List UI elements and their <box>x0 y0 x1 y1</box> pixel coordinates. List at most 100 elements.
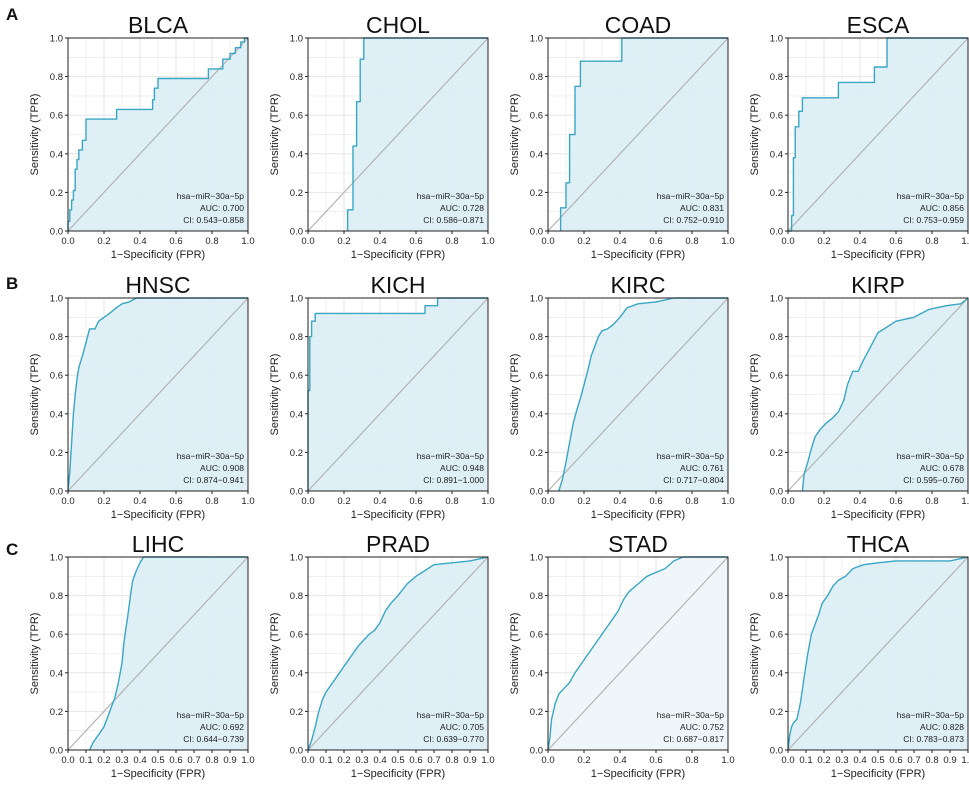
roc-chart-kirp: 0.0 0.2 0.4 0.6 0.8 1.0 0.0 0.2 0.4 0.6 0.8 1.0 KIRP… <box>749 272 969 521</box>
panel-title: KIRC <box>611 272 666 298</box>
panel-letter-b: B <box>6 274 18 293</box>
x-tick-label: 0.0 <box>541 496 554 507</box>
x-tick-label: 0.3 <box>835 755 848 766</box>
y-tick-label: 0.8 <box>770 591 783 602</box>
annotation-ci: CI: 0.543−0.858 <box>183 215 244 225</box>
x-tick-label: 0.6 <box>649 236 662 247</box>
y-tick-label: 0.0 <box>290 746 303 757</box>
x-tick-label: 0.6 <box>169 755 182 766</box>
y-tick-label: 0.4 <box>530 149 543 160</box>
roc-area-fill <box>558 298 728 491</box>
x-tick-label: 0.2 <box>817 236 830 247</box>
annotation-ci: CI: 0.753−0.959 <box>903 215 964 225</box>
x-tick-label: 1.0 <box>481 496 494 507</box>
x-tick-label: 0.7 <box>427 755 440 766</box>
y-axis-label: Sensitivity (TPR) <box>749 94 761 176</box>
roc-panels: 0.0 0.2 0.4 0.6 0.8 1.0 0.0 0.2 0.4 0.6 0.8 1.0 BLCA… <box>29 12 969 780</box>
x-axis-label: 1−Specificity (FPR) <box>351 509 445 521</box>
x-tick-label: 0.0 <box>541 755 554 766</box>
y-tick-label: 0.0 <box>770 746 783 757</box>
x-tick-label: 1.0 <box>721 496 734 507</box>
x-tick-label: 0.2 <box>577 496 590 507</box>
x-tick-label: 0.2 <box>577 755 590 766</box>
y-tick-label: 0.8 <box>50 72 63 83</box>
y-tick-label: 1.0 <box>50 553 63 564</box>
y-tick-label: 0.6 <box>290 111 303 122</box>
x-tick-label: 1.0 <box>481 755 494 766</box>
y-tick-label: 0.8 <box>770 332 783 343</box>
x-tick-label: 0.0 <box>781 236 794 247</box>
annotation-mirna-name: hsa−miR−30a−5p <box>417 710 485 720</box>
y-tick-label: 1.0 <box>530 294 543 305</box>
annotation-mirna-name: hsa−miR−30a−5p <box>177 191 245 201</box>
y-tick-label: 0.6 <box>770 111 783 122</box>
y-tick-label: 0.4 <box>290 149 303 160</box>
y-tick-label: 0.0 <box>530 487 543 498</box>
y-tick-label: 0.4 <box>50 409 63 420</box>
y-tick-label: 0.2 <box>770 188 783 199</box>
x-tick-label: 0.4 <box>133 496 146 507</box>
x-axis-label: 1−Specificity (FPR) <box>831 249 925 261</box>
annotation-ci: CI: 0.717−0.804 <box>663 475 724 485</box>
y-axis-label: Sensitivity (TPR) <box>509 354 521 436</box>
x-tick-label: 0.5 <box>871 755 884 766</box>
x-tick-label: 0.8 <box>445 496 458 507</box>
y-tick-label: 0.2 <box>770 707 783 718</box>
x-tick-label: 0.4 <box>373 496 386 507</box>
x-tick-label: 0.6 <box>169 496 182 507</box>
x-tick-label: 1.0 <box>241 236 254 247</box>
annotation-mirna-name: hsa−miR−30a−5p <box>177 451 245 461</box>
plot-frame <box>67 297 249 492</box>
x-tick-label: 0.8 <box>445 755 458 766</box>
annotation-mirna-name: hsa−miR−30a−5p <box>897 710 965 720</box>
roc-chart-prad: 0.0 0.1 0.2 0.3 0.4 0.5 0.6 0.7 0.8 0.9 1.0 0.0 0.2 0… <box>269 531 495 780</box>
y-tick-label: 1.0 <box>290 294 303 305</box>
y-axis-label: Sensitivity (TPR) <box>269 94 281 176</box>
y-tick-label: 0.2 <box>530 448 543 459</box>
x-tick-label: 0.4 <box>373 236 386 247</box>
y-tick-label: 1.0 <box>770 34 783 45</box>
annotation-mirna-name: hsa−miR−30a−5p <box>897 191 965 201</box>
y-tick-label: 0.0 <box>290 227 303 238</box>
y-tick-label: 0.0 <box>50 746 63 757</box>
roc-curve-line <box>788 37 968 232</box>
roc-curve-line <box>346 37 488 231</box>
panel-title: STAD <box>608 531 668 557</box>
x-axis-label: 1−Specificity (FPR) <box>111 509 205 521</box>
y-tick-label: 0.0 <box>770 227 783 238</box>
y-tick-label: 0.8 <box>50 332 63 343</box>
x-tick-label: 0.9 <box>223 755 236 766</box>
x-tick-label: 0.0 <box>301 496 314 507</box>
plot-frame <box>547 37 729 232</box>
x-tick-label: 0.0 <box>301 755 314 766</box>
y-tick-label: 0.8 <box>770 72 783 83</box>
x-tick-label: 0.5 <box>151 755 164 766</box>
reference-diagonal <box>67 556 249 751</box>
y-tick-label: 1.0 <box>50 294 63 305</box>
reference-diagonal <box>547 37 729 232</box>
plot-frame <box>547 297 729 492</box>
roc-chart-blca: 0.0 0.2 0.4 0.6 0.8 1.0 0.0 0.2 0.4 0.6 0.8 1.0 BLCA… <box>29 12 255 261</box>
panel-title: CHOL <box>366 12 430 38</box>
y-tick-label: 0.4 <box>50 668 63 679</box>
y-tick-label: 0.6 <box>530 371 543 382</box>
y-tick-label: 0.0 <box>50 227 63 238</box>
annotation-auc: AUC: 0.761 <box>680 463 724 473</box>
x-tick-label: 0.8 <box>925 496 938 507</box>
reference-diagonal <box>547 297 729 492</box>
x-tick-label: 1.0 <box>961 236 969 247</box>
annotation-ci: CI: 0.891−1.000 <box>423 475 484 485</box>
y-tick-label: 0.2 <box>530 188 543 199</box>
x-axis-label: 1−Specificity (FPR) <box>111 249 205 261</box>
reference-diagonal <box>787 297 969 492</box>
y-tick-label: 1.0 <box>290 34 303 45</box>
roc-chart-coad: 0.0 0.2 0.4 0.6 0.8 1.0 0.0 0.2 0.4 0.6 0.8 1.0 COAD… <box>509 12 735 261</box>
x-tick-label: 0.9 <box>463 755 476 766</box>
annotation-mirna-name: hsa−miR−30a−5p <box>177 710 245 720</box>
roc-curve-line <box>307 297 488 491</box>
annotation-ci: CI: 0.595−0.760 <box>903 475 964 485</box>
x-tick-label: 0.2 <box>97 236 110 247</box>
annotation-auc: AUC: 0.692 <box>200 722 244 732</box>
x-tick-label: 0.0 <box>61 236 74 247</box>
